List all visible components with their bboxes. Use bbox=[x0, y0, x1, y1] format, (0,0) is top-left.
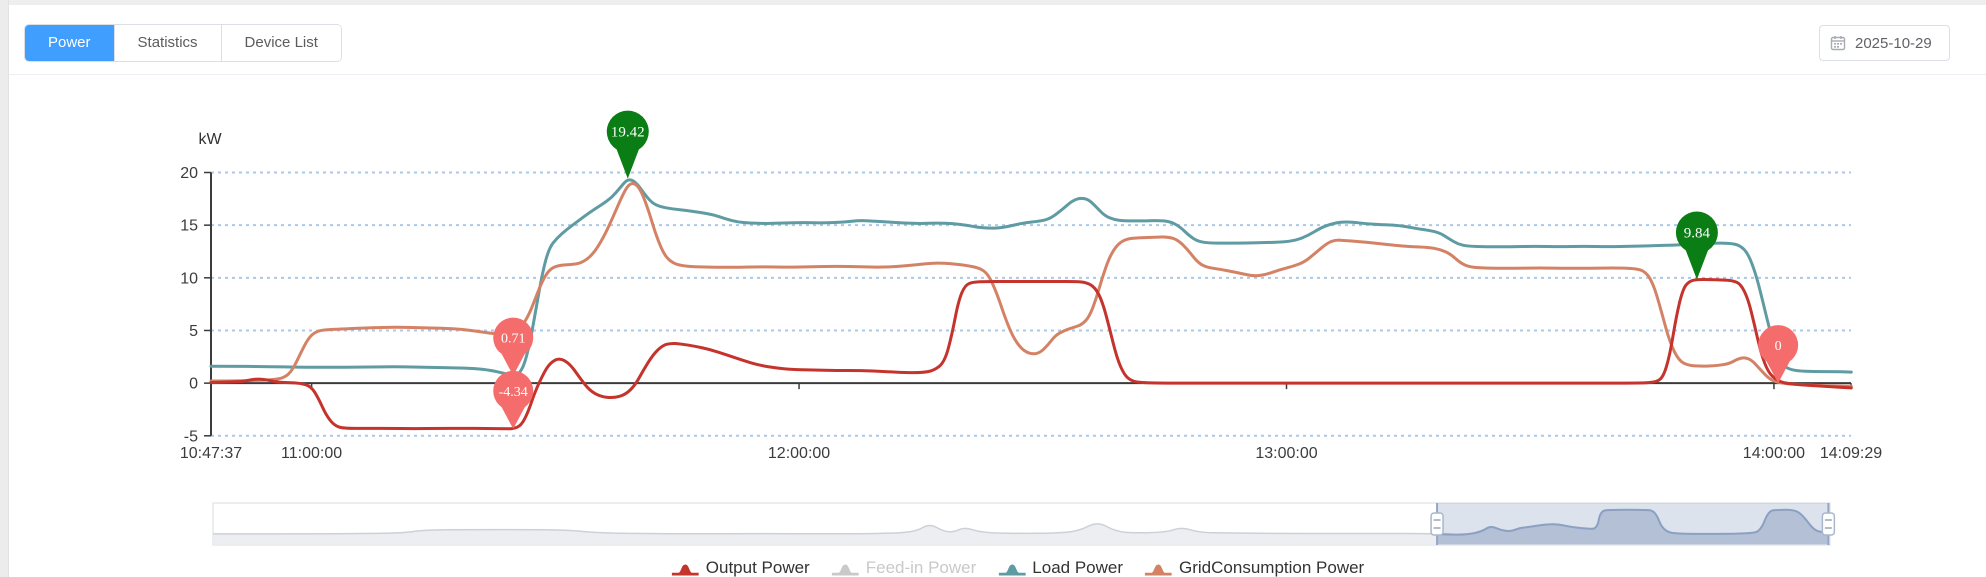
tab-device-list[interactable]: Device List bbox=[220, 25, 341, 61]
x-axis-label: 13:00:00 bbox=[1255, 445, 1317, 462]
left-gutter bbox=[0, 0, 9, 577]
date-value: 2025-10-29 bbox=[1855, 34, 1932, 52]
legend-label: Load Power bbox=[1032, 558, 1124, 577]
marker-min-0-71: 0.71 bbox=[493, 317, 534, 376]
tab-power[interactable]: Power bbox=[25, 25, 114, 61]
legend-item-load-power[interactable]: Load Power bbox=[998, 558, 1123, 577]
header-divider bbox=[0, 74, 1986, 75]
axes: 20 15 10 5 0 -510:47:37 11:00:00 12:00:00 13:00:… bbox=[180, 131, 1882, 462]
slider-handle-right[interactable] bbox=[1821, 503, 1836, 545]
gridlines bbox=[211, 171, 1851, 437]
legend-label: Output Power bbox=[705, 558, 810, 577]
y-axis-label: -5 bbox=[184, 428, 198, 445]
svg-text:-4.34: -4.34 bbox=[499, 385, 528, 400]
svg-text:0.71: 0.71 bbox=[501, 332, 526, 347]
marker-max-9-84: 9.84 bbox=[1675, 211, 1718, 280]
legend-label: Feed-in Power bbox=[865, 558, 977, 577]
marker-max-19-42: 19.42 bbox=[606, 110, 649, 179]
x-axis-label: 10:47:37 bbox=[180, 445, 242, 462]
slider-shadow-area bbox=[213, 509, 1830, 544]
legend-feed-in-power-icon bbox=[831, 560, 859, 577]
legend-item-feed-in-power[interactable]: Feed-in Power bbox=[831, 558, 977, 577]
tab-statistics[interactable]: Statistics bbox=[113, 25, 221, 61]
svg-text:9.84: 9.84 bbox=[1684, 226, 1711, 242]
svg-text:0: 0 bbox=[1775, 339, 1782, 354]
legend-load-power-icon bbox=[998, 560, 1026, 577]
x-axis-label: 11:00:00 bbox=[281, 445, 342, 462]
marker-min-4-34: -4.34 bbox=[493, 370, 534, 429]
chart-legend: Output Power Feed-in Power Load Power GridC… bbox=[671, 558, 1364, 577]
x-axis-label: 14:00:00 bbox=[1743, 445, 1805, 462]
legend-output-power-icon bbox=[671, 560, 699, 577]
legend-gridconsumption-power-icon bbox=[1145, 560, 1173, 577]
date-picker[interactable]: 2025-10-29 bbox=[1819, 25, 1950, 61]
y-axis-label: 5 bbox=[189, 323, 198, 340]
slider-handle-left[interactable] bbox=[1430, 503, 1444, 545]
y-axis-label: 0 bbox=[189, 376, 198, 393]
calendar-icon bbox=[1830, 35, 1846, 51]
svg-text:19.42: 19.42 bbox=[611, 125, 645, 141]
series-output-power bbox=[209, 278, 1853, 431]
top-strip bbox=[0, 0, 1986, 5]
series-gridconsumption-power bbox=[209, 182, 1853, 388]
y-axis-label: 10 bbox=[180, 270, 198, 287]
x-axis-label: 14:09:29 bbox=[1820, 445, 1882, 462]
y-axis-label: 20 bbox=[180, 165, 198, 182]
legend-item-output-power[interactable]: Output Power bbox=[671, 558, 810, 577]
legend-label: GridConsumption Power bbox=[1179, 558, 1365, 577]
y-axis-unit-label: kW bbox=[198, 131, 222, 148]
series-load-power bbox=[209, 178, 1853, 377]
tab-group: Power Statistics Device List bbox=[24, 24, 342, 62]
marker-min-0: 0 bbox=[1758, 325, 1799, 384]
y-axis-label: 15 bbox=[180, 218, 198, 235]
legend-item-gridconsumption-power[interactable]: GridConsumption Power bbox=[1145, 558, 1364, 577]
data-zoom-slider[interactable] bbox=[212, 502, 1836, 546]
x-axis-label: 12:00:00 bbox=[768, 445, 830, 462]
